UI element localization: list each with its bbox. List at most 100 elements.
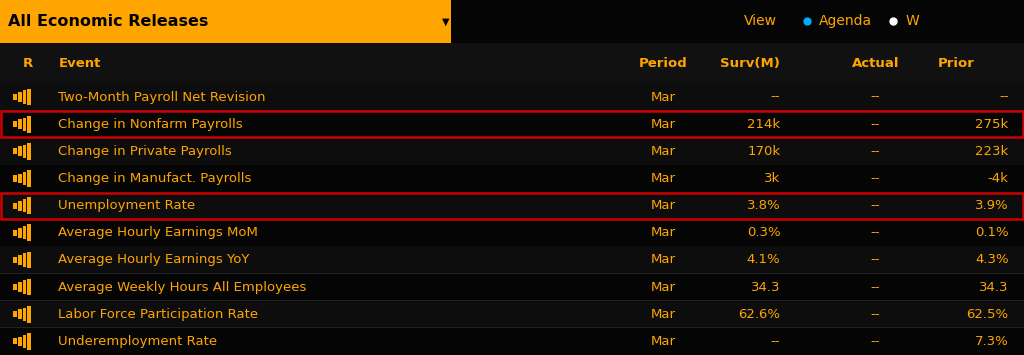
Bar (28, 170, 32, 187)
Text: --: -- (870, 172, 881, 185)
Text: Mar: Mar (651, 118, 676, 131)
Bar (12, 257, 16, 263)
Bar (17, 228, 22, 238)
Text: -4k: -4k (988, 172, 1009, 185)
Text: Event: Event (58, 56, 100, 70)
Bar (0, 43, 1024, 83)
Bar (0, 0, 451, 43)
Text: View: View (743, 14, 776, 28)
Text: Average Hourly Earnings MoM: Average Hourly Earnings MoM (58, 226, 258, 239)
Bar (17, 174, 22, 184)
Text: Mar: Mar (651, 226, 676, 239)
Text: Labor Force Participation Rate: Labor Force Participation Rate (58, 308, 258, 321)
Bar (23, 335, 27, 348)
Bar (1, 111, 1023, 137)
Bar (28, 306, 32, 323)
Text: --: -- (870, 226, 881, 239)
Text: Mar: Mar (651, 335, 676, 348)
Bar (28, 143, 32, 160)
Text: 4.1%: 4.1% (746, 253, 780, 267)
Text: 0.3%: 0.3% (746, 226, 780, 239)
Text: Actual: Actual (852, 56, 899, 70)
Text: 0.1%: 0.1% (975, 226, 1009, 239)
Text: 7.3%: 7.3% (975, 335, 1009, 348)
Bar (1, 193, 1023, 218)
Text: --: -- (870, 91, 881, 104)
Text: --: -- (870, 335, 881, 348)
Bar (17, 337, 22, 346)
Bar (12, 203, 16, 209)
Bar (0, 327, 1024, 328)
Bar (0, 192, 1024, 219)
Text: --: -- (870, 253, 881, 267)
Text: 34.3: 34.3 (751, 280, 780, 294)
Bar (23, 145, 27, 158)
Text: 3k: 3k (764, 172, 780, 185)
Bar (0, 138, 1024, 165)
Bar (28, 252, 32, 268)
Text: 223k: 223k (976, 145, 1009, 158)
Bar (17, 282, 22, 292)
Bar (17, 201, 22, 211)
Text: --: -- (870, 145, 881, 158)
Text: --: -- (771, 91, 780, 104)
Bar (23, 172, 27, 185)
Bar (28, 89, 32, 105)
Bar (0, 273, 1024, 301)
Bar (23, 280, 27, 294)
Text: Period: Period (639, 56, 688, 70)
Text: 214k: 214k (748, 118, 780, 131)
Bar (0, 165, 1024, 192)
Bar (17, 92, 22, 102)
Bar (23, 199, 27, 212)
Bar (0, 300, 1024, 301)
Bar (0, 137, 1024, 138)
Bar (12, 284, 16, 290)
Text: Unemployment Rate: Unemployment Rate (58, 199, 196, 212)
Text: W: W (905, 14, 919, 28)
Text: Mar: Mar (651, 253, 676, 267)
Text: Mar: Mar (651, 172, 676, 185)
Bar (28, 116, 32, 132)
Bar (17, 255, 22, 265)
Text: 170k: 170k (748, 145, 780, 158)
Text: Change in Private Payrolls: Change in Private Payrolls (58, 145, 232, 158)
Bar (12, 121, 16, 127)
Bar (0, 110, 1024, 111)
Text: Prior: Prior (938, 56, 975, 70)
Text: 275k: 275k (976, 118, 1009, 131)
Text: 34.3: 34.3 (979, 280, 1009, 294)
Bar (23, 308, 27, 321)
Bar (12, 175, 16, 181)
Bar (23, 253, 27, 267)
Text: --: -- (771, 335, 780, 348)
Text: ▼: ▼ (441, 16, 450, 26)
Bar (23, 91, 27, 104)
Bar (0, 246, 1024, 273)
Text: Mar: Mar (651, 145, 676, 158)
Bar (0, 301, 1024, 328)
Bar (12, 148, 16, 154)
Text: Mar: Mar (651, 308, 676, 321)
Text: --: -- (870, 280, 881, 294)
Bar (28, 279, 32, 295)
Text: 62.6%: 62.6% (738, 308, 780, 321)
Text: --: -- (870, 199, 881, 212)
Text: R: R (23, 56, 33, 70)
Text: Mar: Mar (651, 199, 676, 212)
Text: All Economic Releases: All Economic Releases (8, 14, 209, 29)
Bar (12, 338, 16, 344)
Bar (12, 311, 16, 317)
Text: Mar: Mar (651, 280, 676, 294)
Bar (17, 119, 22, 129)
Bar (17, 146, 22, 156)
Text: Change in Manufact. Payrolls: Change in Manufact. Payrolls (58, 172, 252, 185)
Bar (0, 83, 1024, 111)
Bar (28, 197, 32, 214)
Bar (23, 118, 27, 131)
Bar (23, 226, 27, 239)
Text: Underemployment Rate: Underemployment Rate (58, 335, 217, 348)
Text: --: -- (870, 308, 881, 321)
Bar (0, 219, 1024, 246)
Text: Average Weekly Hours All Employees: Average Weekly Hours All Employees (58, 280, 307, 294)
